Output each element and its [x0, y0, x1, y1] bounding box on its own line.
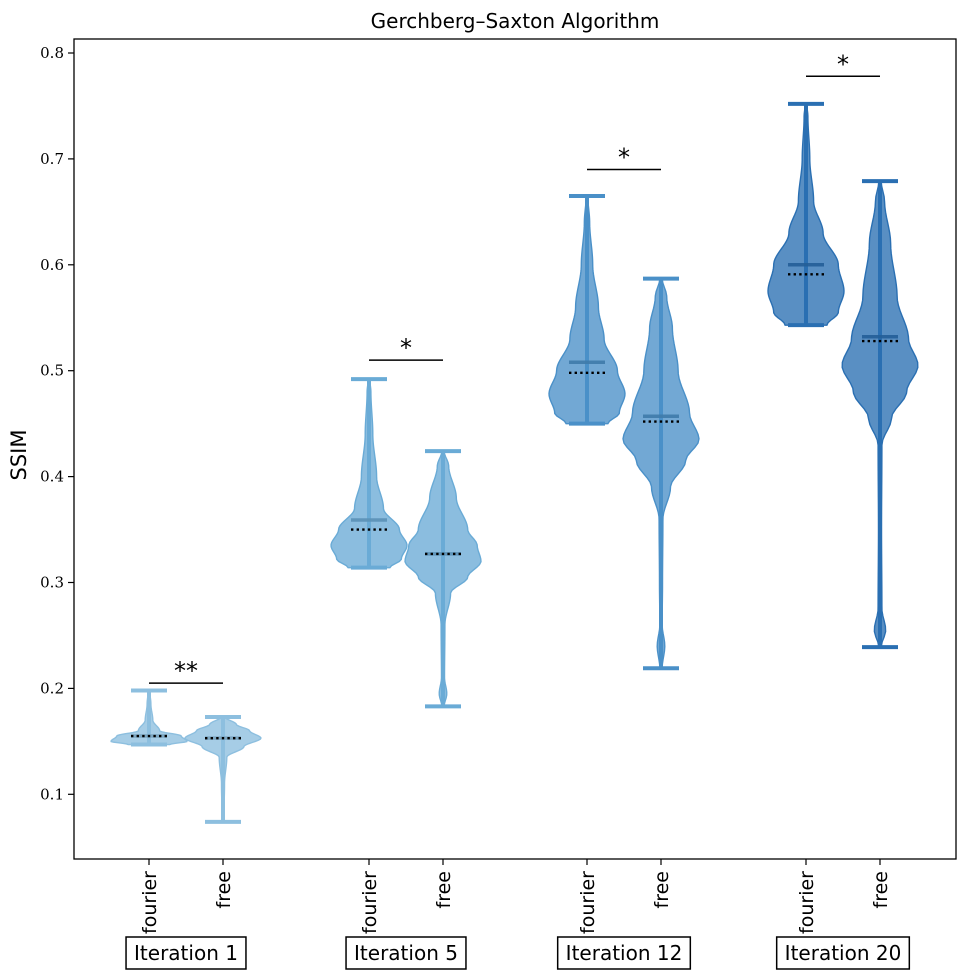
- group-label: Iteration 5: [354, 941, 458, 965]
- x-tick-label: fourier: [139, 871, 161, 934]
- group-label-box: [556, 936, 692, 970]
- x-tick-label: free: [433, 871, 455, 908]
- violin-group: *: [548, 143, 700, 671]
- x-tick-label: free: [213, 871, 235, 908]
- y-axis-label: SSIM: [7, 430, 31, 481]
- violins-layer: *****: [110, 50, 919, 824]
- significance-label: *: [837, 50, 849, 78]
- x-tick-label: fourier: [359, 871, 381, 934]
- y-tick-label: 0.8: [40, 44, 64, 62]
- violin-group: *: [767, 50, 919, 650]
- y-axis: 0.1 0.2 0.3 0.4 0.5 0.6 0.7 0.8: [40, 44, 74, 803]
- significance-label: **: [174, 657, 198, 685]
- y-tick-label: 0.4: [40, 468, 64, 486]
- group-label: Iteration 1: [134, 941, 238, 965]
- y-tick-label: 0.2: [40, 679, 64, 697]
- violin-group: **: [110, 657, 262, 824]
- x-tick-label: fourier: [577, 871, 599, 934]
- group-label-box: [125, 936, 247, 970]
- group-label-box: [345, 936, 467, 970]
- y-tick-label: 0.6: [40, 256, 64, 274]
- x-tick-label: free: [651, 871, 673, 908]
- significance-label: *: [400, 334, 412, 362]
- group-label: Iteration 20: [785, 941, 902, 965]
- chart-title: Gerchberg–Saxton Algorithm: [371, 9, 660, 33]
- significance-label: *: [618, 143, 630, 171]
- y-tick-label: 0.3: [40, 574, 64, 592]
- x-axis: fourier free Iteration 1 fourier free Iterati…: [125, 859, 911, 970]
- violin-group: *: [330, 334, 482, 709]
- group-label-box: [775, 936, 911, 970]
- y-tick-label: 0.1: [40, 785, 64, 803]
- group-label: Iteration 12: [566, 941, 683, 965]
- y-tick-label: 0.5: [40, 362, 64, 380]
- x-tick-label: free: [870, 871, 892, 908]
- y-tick-label: 0.7: [40, 150, 64, 168]
- x-tick-label: fourier: [796, 871, 818, 934]
- plot-frame: [73, 38, 957, 860]
